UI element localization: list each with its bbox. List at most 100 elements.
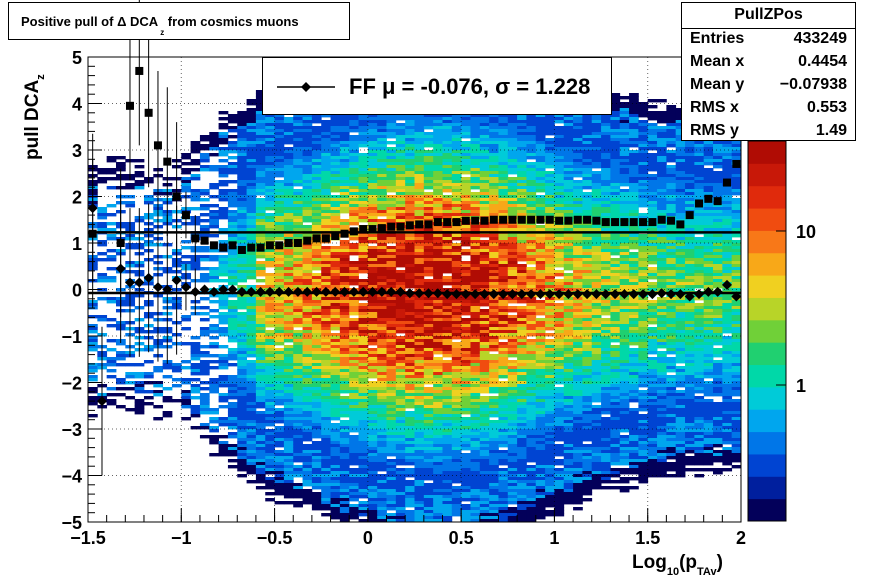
heatmap-cell — [227, 120, 238, 124]
heatmap-cell — [246, 345, 257, 349]
heatmap-cell — [88, 414, 98, 418]
heatmap-cell — [274, 390, 285, 394]
heatmap-cell — [377, 147, 387, 151]
heatmap-cell — [414, 249, 425, 253]
heatmap-cell — [274, 354, 285, 358]
heatmap-cell — [237, 312, 247, 316]
heatmap-cell — [405, 150, 415, 154]
heatmap-cell — [442, 498, 453, 502]
heatmap-cell — [489, 492, 499, 496]
heatmap-cell — [367, 516, 378, 520]
heatmap-cell — [479, 324, 490, 328]
heatmap-cell — [442, 165, 453, 169]
heatmap-cell — [274, 501, 285, 505]
heatmap-cell — [489, 453, 499, 457]
heatmap-cell — [106, 360, 117, 364]
heatmap-cell — [470, 384, 481, 388]
heatmap-cell — [199, 363, 210, 367]
heatmap-cell — [153, 381, 164, 385]
heatmap-cell — [349, 369, 359, 373]
heatmap-cell — [395, 273, 406, 277]
heatmap-cell — [423, 330, 434, 334]
heatmap-cell — [386, 168, 397, 172]
heatmap-cell — [274, 351, 285, 355]
heatmap-cell — [237, 375, 247, 379]
heatmap-cell — [367, 144, 378, 148]
heatmap-cell — [386, 252, 397, 256]
heatmap-cell — [377, 129, 387, 133]
heatmap-cell — [274, 486, 285, 490]
heatmap-cell — [199, 273, 210, 277]
heatmap-cell — [321, 363, 331, 367]
heatmap-cell — [386, 147, 397, 151]
heatmap-cell — [293, 438, 303, 442]
heatmap-cell — [283, 408, 294, 412]
heatmap-cell — [218, 366, 229, 370]
heatmap-cell — [367, 171, 378, 175]
heatmap-cell — [498, 261, 509, 265]
heatmap-cell — [367, 312, 378, 316]
heatmap-cell — [311, 324, 322, 328]
heatmap-cell — [246, 408, 257, 412]
heatmap-cell — [451, 468, 462, 472]
heatmap-cell — [405, 354, 415, 358]
heatmap-cell — [246, 318, 257, 322]
heatmap-cell — [246, 159, 257, 163]
heatmap-cell — [367, 471, 378, 475]
heatmap-cell — [498, 450, 509, 454]
heatmap-cell — [237, 138, 247, 142]
heatmap-cell — [358, 264, 369, 268]
heatmap-cell — [311, 153, 322, 157]
heatmap-cell — [311, 126, 322, 130]
heatmap-cell — [423, 339, 434, 343]
heatmap-cell — [237, 150, 247, 154]
heatmap-cell — [507, 147, 518, 151]
heatmap-cell — [265, 360, 275, 364]
heatmap-cell — [209, 270, 219, 274]
heatmap-cell — [88, 315, 98, 319]
heatmap-cell — [358, 249, 369, 253]
heatmap-cell — [461, 186, 471, 190]
heatmap-cell — [330, 501, 341, 505]
heatmap-cell — [489, 441, 499, 445]
heatmap-cell — [293, 165, 303, 169]
heatmap-cell — [423, 234, 434, 238]
heatmap-cell — [339, 309, 350, 313]
heatmap-cell — [246, 168, 257, 172]
heatmap-cell — [255, 213, 266, 217]
heatmap-cell — [451, 351, 462, 355]
heatmap-cell — [97, 225, 108, 229]
heatmap-cell — [246, 369, 257, 373]
heatmap-cell — [451, 126, 462, 130]
heatmap-cell — [386, 207, 397, 211]
heatmap-cell — [237, 306, 247, 310]
heatmap-cell — [498, 513, 509, 517]
heatmap-cell — [358, 309, 369, 313]
heatmap-cell — [265, 486, 275, 490]
heatmap-cell — [489, 276, 499, 280]
heatmap-cell — [442, 396, 453, 400]
heatmap-cell — [181, 186, 192, 190]
heatmap-cell — [423, 444, 434, 448]
heatmap-cell — [283, 375, 294, 379]
heatmap-cell — [386, 354, 397, 358]
heatmap-cell — [386, 363, 397, 367]
heatmap-cell — [461, 162, 471, 166]
heatmap-cell — [498, 141, 509, 145]
heatmap-cell — [302, 195, 313, 199]
heatmap-cell — [433, 189, 443, 193]
heatmap-cell — [498, 504, 509, 508]
heatmap-cell — [423, 282, 434, 286]
heatmap-cell — [433, 120, 443, 124]
heatmap-cell — [218, 240, 229, 244]
heatmap-cell — [395, 198, 406, 202]
heatmap-cell — [386, 204, 397, 208]
heatmap-cell — [395, 258, 406, 262]
heatmap-cell — [423, 354, 434, 358]
heatmap-cell — [330, 264, 341, 268]
heatmap-cell — [433, 345, 443, 349]
heatmap-cell — [274, 435, 285, 439]
heatmap-cell — [479, 168, 490, 172]
heatmap-cell — [115, 354, 126, 358]
heatmap-cell — [265, 153, 275, 157]
